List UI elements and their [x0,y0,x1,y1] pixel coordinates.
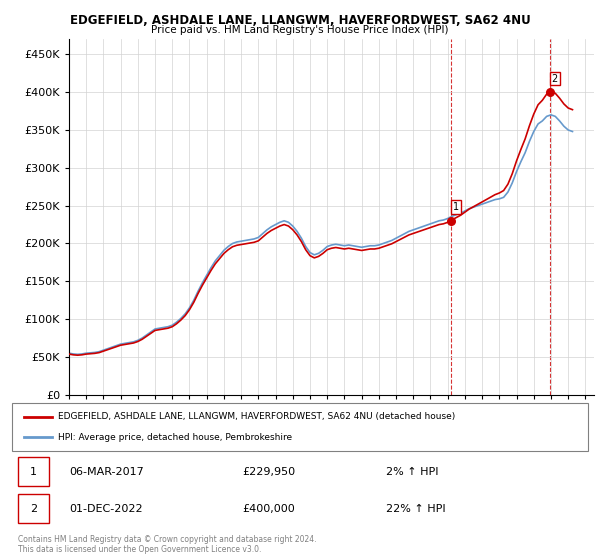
Text: £400,000: £400,000 [242,504,295,514]
Text: EDGEFIELD, ASHDALE LANE, LLANGWM, HAVERFORDWEST, SA62 4NU: EDGEFIELD, ASHDALE LANE, LLANGWM, HAVERF… [70,14,530,27]
FancyBboxPatch shape [18,494,49,523]
Text: 2% ↑ HPI: 2% ↑ HPI [386,466,439,477]
Text: 1: 1 [30,466,37,477]
Point [545,88,554,97]
Text: 2: 2 [551,73,558,83]
Text: 06-MAR-2017: 06-MAR-2017 [70,466,145,477]
FancyBboxPatch shape [18,458,49,486]
Text: EDGEFIELD, ASHDALE LANE, LLANGWM, HAVERFORDWEST, SA62 4NU (detached house): EDGEFIELD, ASHDALE LANE, LLANGWM, HAVERF… [58,412,455,421]
Text: Contains HM Land Registry data © Crown copyright and database right 2024.
This d: Contains HM Land Registry data © Crown c… [18,535,317,554]
Text: 01-DEC-2022: 01-DEC-2022 [70,504,143,514]
Text: 1: 1 [453,202,459,212]
Text: £229,950: £229,950 [242,466,296,477]
Text: 22% ↑ HPI: 22% ↑ HPI [386,504,446,514]
Text: 2: 2 [30,504,37,514]
Text: Price paid vs. HM Land Registry's House Price Index (HPI): Price paid vs. HM Land Registry's House … [151,25,449,35]
Text: HPI: Average price, detached house, Pembrokeshire: HPI: Average price, detached house, Pemb… [58,433,292,442]
Point [446,216,455,225]
FancyBboxPatch shape [12,403,588,451]
